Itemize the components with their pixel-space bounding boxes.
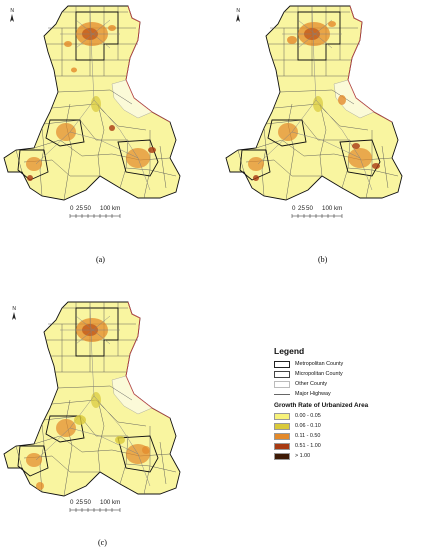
- legend-class-label: 0.51 - 1.00: [295, 443, 321, 449]
- scale-bar-a: 0 25 50 100 km: [69, 205, 120, 218]
- color-swatch: [274, 422, 290, 430]
- legend-class-label: 0.11 - 0.50: [295, 433, 321, 439]
- legend-class-row: 0.11 - 0.50: [274, 431, 414, 441]
- legend-label: Metropolitan County: [295, 361, 344, 367]
- hotspot-layer-c: [36, 415, 150, 490]
- map-panel-b: N 0 25 50 100 km (b): [225, 5, 403, 264]
- svg-text:100 km: 100 km: [100, 499, 120, 506]
- legend-class-label: > 1.00: [295, 453, 311, 459]
- svg-text:0: 0: [70, 499, 74, 506]
- legend-title: Legend: [274, 346, 305, 356]
- svg-text:50: 50: [84, 205, 91, 212]
- svg-text:50: 50: [306, 205, 313, 212]
- other-county-symbol: [274, 380, 290, 388]
- panel-label-b: (b): [318, 255, 328, 264]
- legend-class-label: 0.06 - 0.10: [295, 423, 321, 429]
- color-swatch: [274, 412, 290, 420]
- svg-text:N: N: [236, 8, 240, 14]
- svg-text:N: N: [12, 306, 16, 312]
- metropolitan-county-symbol: [274, 360, 290, 368]
- svg-text:50: 50: [84, 499, 91, 506]
- legend-label: Micropolitan County: [295, 371, 343, 377]
- legend-row-metropolitan: Metropolitan County: [274, 359, 414, 369]
- north-arrow-a: N: [10, 8, 14, 22]
- svg-text:25: 25: [298, 205, 305, 212]
- color-swatch: [274, 442, 290, 450]
- legend-class-row: 0.06 - 0.10: [274, 421, 414, 431]
- highway-line-symbol: [274, 393, 290, 395]
- legend-class-row: 0.51 - 1.00: [274, 441, 414, 451]
- micropolitan-county-symbol: [274, 370, 290, 378]
- legend-class-row: > 1.00: [274, 451, 414, 461]
- legend-class-row: 0.00 - 0.05: [274, 411, 414, 421]
- svg-text:0: 0: [292, 205, 296, 212]
- map-legend: Legend Metropolitan County Micropolitan …: [274, 346, 414, 461]
- legend-row-other: Other County: [274, 379, 414, 389]
- svg-text:25: 25: [76, 499, 83, 506]
- north-arrow-c: N: [12, 306, 16, 320]
- legend-class-label: 0.00 - 0.05: [295, 413, 321, 419]
- scale-bar-c: 0 25 50 100 km: [69, 499, 120, 512]
- svg-text:N: N: [10, 8, 14, 14]
- panel-label-a: (a): [96, 255, 105, 264]
- svg-text:100 km: 100 km: [322, 205, 342, 212]
- north-arrow-b: N: [236, 8, 240, 22]
- hotspot-layer-a: [27, 25, 156, 181]
- color-swatch: [274, 432, 290, 440]
- legend-row-highway: Major Highway: [274, 389, 414, 399]
- legend-label: Other County: [295, 381, 328, 387]
- panel-label-c: (c): [98, 538, 107, 547]
- legend-label: Major Highway: [295, 391, 331, 397]
- map-panel-a: N 0 25 50 100 km (a): [3, 5, 181, 264]
- legend-row-micropolitan: Micropolitan County: [274, 369, 414, 379]
- svg-text:25: 25: [76, 205, 83, 212]
- growth-legend-title: Growth Rate of Urbanized Area: [274, 402, 369, 409]
- color-swatch: [274, 452, 290, 460]
- map-panel-c: N 0 25 50 100 km (c): [3, 301, 181, 547]
- svg-text:0: 0: [70, 205, 74, 212]
- hotspot-layer-b: [253, 21, 380, 181]
- scale-bar-b: 0 25 50 100 km: [291, 205, 342, 218]
- svg-text:100 km: 100 km: [100, 205, 120, 212]
